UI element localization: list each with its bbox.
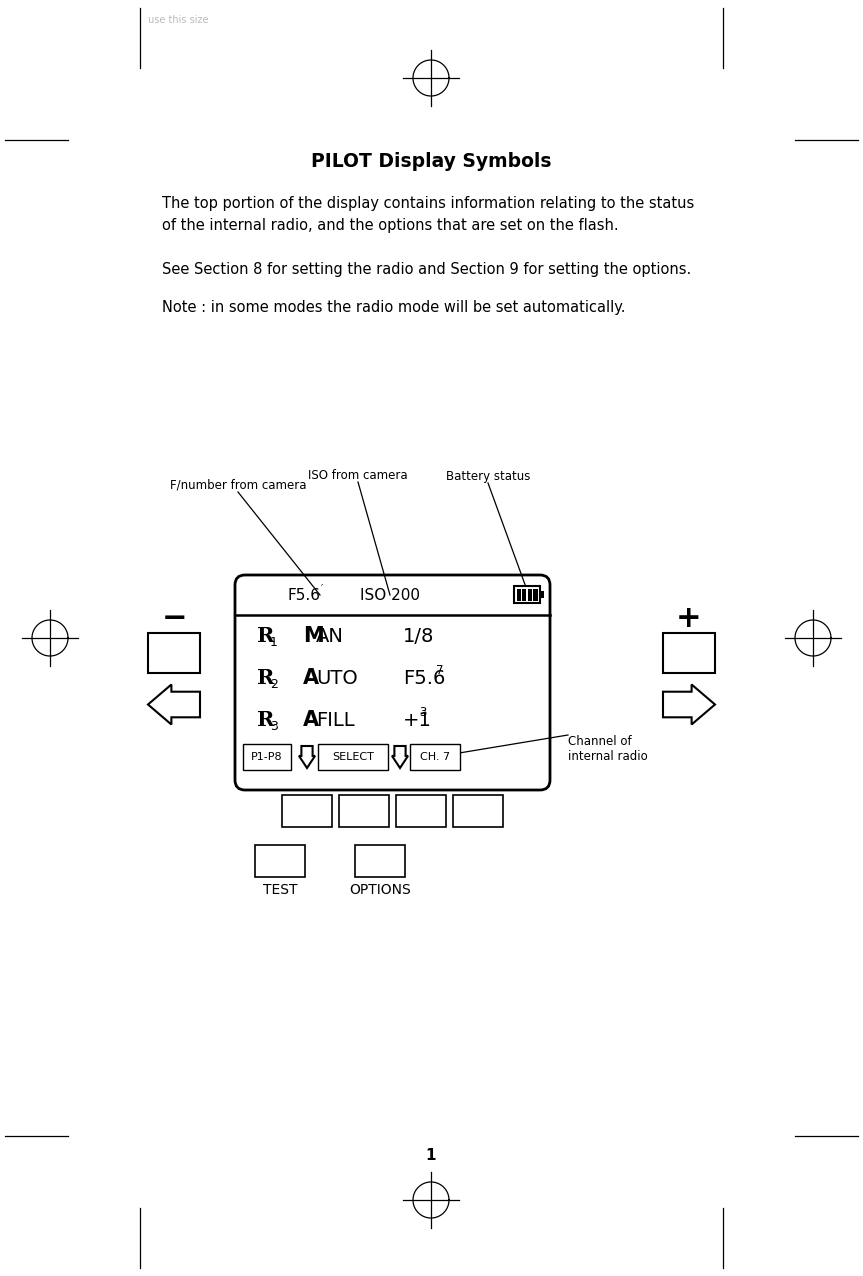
Text: +: + [677,604,702,633]
Text: ISO from camera: ISO from camera [308,470,408,482]
Text: 3: 3 [270,720,278,732]
Text: FILL: FILL [316,711,355,730]
Text: M: M [303,627,324,646]
Polygon shape [148,684,200,725]
Text: +1: +1 [403,711,432,730]
Text: F/number from camera: F/number from camera [170,478,306,493]
Bar [355,845,405,877]
Text: CH. 7: CH. 7 [420,752,450,762]
Text: See Section 8 for setting the radio and Section 9 for setting the options.: See Section 8 for setting the radio and … [162,262,691,277]
Text: 1: 1 [270,635,278,648]
Text: −: − [161,604,186,633]
Text: F5.6: F5.6 [403,669,445,688]
Bar [540,591,544,598]
Text: A: A [303,709,319,730]
Bar [339,795,389,827]
Bar [528,588,532,601]
Text: ISO 200: ISO 200 [360,587,420,602]
Bar [396,795,446,827]
Text: SELECT: SELECT [332,752,374,762]
Text: A: A [303,669,319,688]
Text: AN: AN [316,627,343,646]
Text: R: R [257,709,274,730]
Text: ′: ′ [321,584,324,595]
Text: R: R [257,627,274,646]
Text: 1/8: 1/8 [403,627,434,646]
Text: 7: 7 [436,665,444,678]
Polygon shape [663,684,715,725]
FancyBboxPatch shape [235,575,550,790]
Text: R: R [257,669,274,688]
Text: Channel of
internal radio: Channel of internal radio [568,735,648,763]
Text: TEST: TEST [262,883,297,897]
Text: OPTIONS: OPTIONS [350,883,411,897]
Bar [318,744,388,769]
Text: use this size: use this size [148,15,209,26]
Text: 2: 2 [270,678,278,690]
Text: The top portion of the display contains information relating to the status
of th: The top portion of the display contains … [162,197,694,232]
Polygon shape [392,746,408,768]
Text: 1: 1 [425,1147,437,1162]
Text: 3: 3 [419,707,427,720]
Bar [516,588,520,601]
Polygon shape [299,746,315,768]
Bar [522,588,526,601]
Bar [663,633,715,672]
Text: Note : in some modes the radio mode will be set automatically.: Note : in some modes the radio mode will… [162,300,626,315]
Bar [453,795,503,827]
Bar [243,744,291,769]
Bar [533,588,538,601]
Text: UTO: UTO [316,669,358,688]
Bar [148,633,200,672]
Bar [282,795,332,827]
Bar [255,845,305,877]
Text: F5.6: F5.6 [287,587,320,602]
Bar [514,586,540,604]
Text: Battery status: Battery status [446,470,530,484]
Bar [410,744,460,769]
Text: PILOT Display Symbols: PILOT Display Symbols [311,152,551,171]
Text: P1-P8: P1-P8 [251,752,283,762]
